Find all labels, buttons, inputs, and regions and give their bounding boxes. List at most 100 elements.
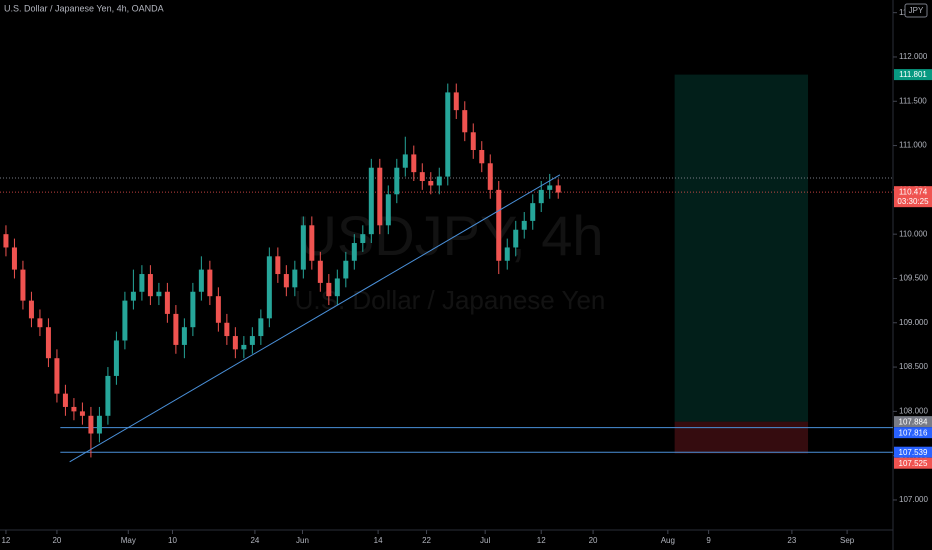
candle-body — [334, 278, 340, 297]
candle-body — [360, 234, 366, 244]
candle-body — [266, 256, 272, 319]
candle-body — [368, 167, 374, 235]
price-badge — [894, 427, 932, 439]
x-tick-label: 12 — [537, 536, 546, 545]
trendline — [69, 174, 561, 463]
candle-body — [207, 269, 213, 297]
current-price-badge — [894, 186, 932, 208]
y-tick-label: 112.000 — [899, 52, 928, 61]
candle-body — [147, 274, 153, 297]
candle-body — [470, 132, 476, 150]
countdown-label: 03:30:25 — [897, 197, 929, 206]
candle-body — [283, 274, 289, 288]
candle-body — [394, 167, 400, 195]
price-badge — [894, 446, 932, 458]
x-tick-label: Sep — [840, 536, 855, 545]
candle-body — [241, 344, 247, 350]
candle-body — [88, 415, 94, 434]
candle-body — [79, 411, 85, 416]
y-tick-label: 110.000 — [899, 229, 928, 238]
candle-body — [428, 181, 434, 186]
price-badge-label: 107.539 — [899, 448, 928, 457]
candle-body — [113, 340, 119, 376]
candle-body — [555, 185, 561, 193]
price-badge-label: 107.525 — [899, 459, 928, 468]
x-tick-label: Jul — [480, 536, 490, 545]
x-tick-label: Jun — [296, 536, 309, 545]
candle-body — [385, 194, 391, 226]
candle-body — [258, 318, 264, 337]
x-tick-label: 22 — [422, 536, 431, 545]
candle-body — [215, 296, 221, 323]
candle-body — [496, 189, 502, 261]
watermark-subtitle: U.S. Dollar / Japanese Yen — [295, 285, 606, 315]
x-tick-label: May — [121, 536, 136, 545]
candle-body — [530, 203, 536, 221]
y-tick-label: 108.000 — [899, 406, 928, 415]
watermark: USDJPY, 4h — [296, 204, 603, 267]
candle-body — [538, 189, 544, 204]
x-tick-label: Aug — [661, 536, 675, 545]
y-tick-label: 111.500 — [899, 96, 927, 105]
candle-body — [351, 243, 357, 261]
price-badge — [894, 416, 932, 428]
candle-body — [54, 358, 60, 394]
candle-body — [326, 282, 332, 297]
candle-body — [139, 274, 145, 292]
candle-body — [436, 176, 442, 186]
candle-body — [37, 318, 43, 328]
candle-body — [419, 172, 425, 182]
candle-body — [164, 291, 170, 314]
candle-body — [45, 327, 51, 359]
y-tick-label: 109.500 — [899, 274, 928, 283]
candle-body — [309, 225, 315, 261]
candle-body — [275, 256, 281, 275]
candle-body — [3, 234, 9, 248]
current-price-label: 110.474 — [899, 187, 928, 196]
candle-body — [156, 291, 162, 297]
candle-body — [504, 247, 510, 261]
candle-body — [292, 269, 298, 288]
candle-body — [173, 313, 179, 345]
price-badge — [894, 457, 932, 469]
candle-body — [249, 336, 255, 345]
candle-body — [521, 220, 527, 230]
y-tick-label: 107.000 — [899, 495, 928, 504]
candle-body — [377, 167, 383, 226]
candle-body — [198, 269, 204, 292]
price-badge-label: 111.801 — [899, 70, 927, 79]
candle-body — [105, 375, 111, 416]
currency-badge[interactable] — [904, 3, 928, 18]
y-tick-label: 109.000 — [899, 318, 928, 327]
candle-body — [62, 393, 68, 407]
candle-body — [20, 269, 26, 301]
x-tick-label: 20 — [589, 536, 598, 545]
currency-label[interactable]: JPY — [909, 6, 924, 15]
candle-body — [402, 154, 408, 168]
price-badge-label: 107.884 — [899, 417, 928, 426]
x-tick-label: 10 — [168, 536, 177, 545]
candle-body — [547, 185, 553, 190]
candle-body — [479, 149, 485, 164]
y-tick-label: 108.500 — [899, 362, 928, 371]
candle-body — [71, 406, 77, 412]
x-tick-label: 12 — [1, 536, 10, 545]
candle-body — [445, 92, 451, 177]
target-zone — [674, 74, 809, 422]
x-tick-label: 14 — [374, 536, 383, 545]
candle-body — [453, 92, 459, 111]
candle-body — [122, 300, 128, 341]
candle-body — [96, 415, 102, 434]
x-tick-label: 23 — [787, 536, 796, 545]
candle-body — [224, 322, 230, 337]
candle-body — [343, 260, 349, 279]
candle-body — [190, 291, 196, 328]
candle-body — [411, 154, 417, 173]
candle-body — [130, 291, 136, 301]
x-tick-label: 9 — [706, 536, 711, 545]
x-tick-label: 24 — [250, 536, 259, 545]
price-badge — [894, 69, 932, 81]
price-badge-label: 107.816 — [899, 428, 928, 437]
